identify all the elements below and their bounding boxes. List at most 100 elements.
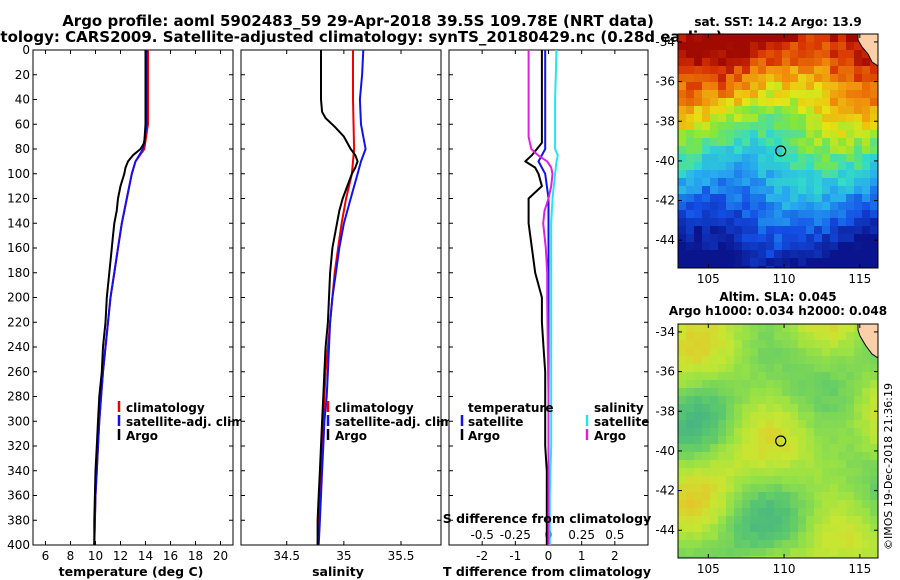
map-cell bbox=[822, 178, 831, 187]
map-cell bbox=[870, 146, 878, 155]
map-cell bbox=[854, 404, 863, 413]
map-cell bbox=[742, 186, 751, 195]
map-cell bbox=[726, 154, 735, 163]
map-cell bbox=[686, 210, 695, 219]
lat-tick-label: -36 bbox=[655, 75, 675, 89]
map-cell bbox=[710, 372, 719, 381]
map-cell bbox=[846, 154, 855, 163]
map-cell bbox=[830, 138, 839, 147]
map-cell bbox=[838, 404, 847, 413]
map-cell bbox=[694, 234, 703, 243]
map-cell bbox=[814, 226, 823, 235]
map-cell bbox=[702, 436, 711, 445]
map-cell bbox=[790, 66, 799, 75]
map-cell bbox=[678, 34, 687, 43]
map-cell bbox=[686, 122, 695, 131]
depth-tick-label: 320 bbox=[7, 439, 30, 453]
map-cell bbox=[710, 404, 719, 413]
map-cell bbox=[854, 356, 863, 365]
map-cell bbox=[862, 170, 871, 179]
map-cell bbox=[694, 266, 703, 268]
map-cell bbox=[806, 42, 815, 51]
legend-climatology: climatology bbox=[126, 401, 205, 415]
map-cell bbox=[694, 348, 703, 357]
map-cell bbox=[678, 90, 687, 99]
map-cell bbox=[734, 476, 743, 485]
map-cell bbox=[694, 74, 703, 83]
map-cell bbox=[798, 324, 807, 333]
map-cell bbox=[870, 74, 878, 83]
map-cell bbox=[846, 404, 855, 413]
map-cell bbox=[798, 74, 807, 83]
map-cell bbox=[702, 444, 711, 453]
map-cell bbox=[702, 202, 711, 211]
map-cell bbox=[766, 484, 775, 493]
map-cell bbox=[678, 226, 687, 235]
map-cell bbox=[814, 258, 823, 267]
map-cell bbox=[806, 194, 815, 203]
map-cell bbox=[782, 484, 791, 493]
map-cell bbox=[822, 98, 831, 107]
map-cell bbox=[806, 548, 815, 557]
map-cell bbox=[854, 468, 863, 477]
sst-map: sat. SST: 14.2 Argo: 13.9 -34-36-38-40-4… bbox=[655, 15, 879, 286]
map-cell bbox=[870, 404, 878, 413]
map-cell bbox=[806, 556, 815, 558]
map-cell bbox=[846, 218, 855, 227]
map-cell bbox=[814, 396, 823, 405]
map-cell bbox=[686, 524, 695, 533]
map-cell bbox=[782, 468, 791, 477]
map-cell bbox=[814, 250, 823, 259]
map-cell bbox=[838, 234, 847, 243]
map-cell bbox=[870, 500, 878, 509]
map-cell bbox=[702, 484, 711, 493]
map-cell bbox=[694, 114, 703, 123]
map-cell bbox=[854, 178, 863, 187]
x-tick-label: 20 bbox=[213, 549, 228, 563]
map-cell bbox=[734, 98, 743, 107]
map-cell bbox=[846, 356, 855, 365]
map-cell bbox=[742, 388, 751, 397]
map-cell bbox=[838, 436, 847, 445]
legend-argo: Argo bbox=[126, 429, 158, 443]
map-cell bbox=[710, 186, 719, 195]
x-tick-label: 35 bbox=[336, 549, 351, 563]
map-cell bbox=[806, 242, 815, 251]
map-cell bbox=[830, 372, 839, 381]
map-cell bbox=[694, 50, 703, 59]
map-cell bbox=[854, 388, 863, 397]
lat-tick-label: -36 bbox=[655, 365, 675, 379]
map-cell bbox=[750, 388, 759, 397]
map-cell bbox=[798, 452, 807, 461]
legend-satellite-adj: satellite-adj. clim. bbox=[126, 415, 248, 429]
map-cell bbox=[846, 114, 855, 123]
map-cell bbox=[734, 444, 743, 453]
map-cell bbox=[710, 540, 719, 549]
map-cell bbox=[686, 186, 695, 195]
map-cell bbox=[718, 154, 727, 163]
map-cell bbox=[790, 138, 799, 147]
map-cell bbox=[782, 202, 791, 211]
map-cell bbox=[718, 146, 727, 155]
map-cell bbox=[742, 484, 751, 493]
map-cell bbox=[758, 404, 767, 413]
map-cell bbox=[846, 242, 855, 251]
map-cell bbox=[830, 74, 839, 83]
map-cell bbox=[702, 372, 711, 381]
map-cell bbox=[718, 266, 727, 268]
map-cell bbox=[694, 34, 703, 43]
map-cell bbox=[734, 468, 743, 477]
map-cell bbox=[854, 154, 863, 163]
map-cell bbox=[798, 468, 807, 477]
map-cell bbox=[726, 532, 735, 541]
map-cell bbox=[846, 266, 855, 268]
depth-tick-label: 360 bbox=[7, 489, 30, 503]
map-cell bbox=[750, 372, 759, 381]
map-cell bbox=[734, 186, 743, 195]
map-cell bbox=[694, 532, 703, 541]
map-cell bbox=[782, 162, 791, 171]
map-cell bbox=[758, 202, 767, 211]
map-cell bbox=[702, 548, 711, 557]
map-cell bbox=[710, 34, 719, 43]
map-cell bbox=[806, 186, 815, 195]
